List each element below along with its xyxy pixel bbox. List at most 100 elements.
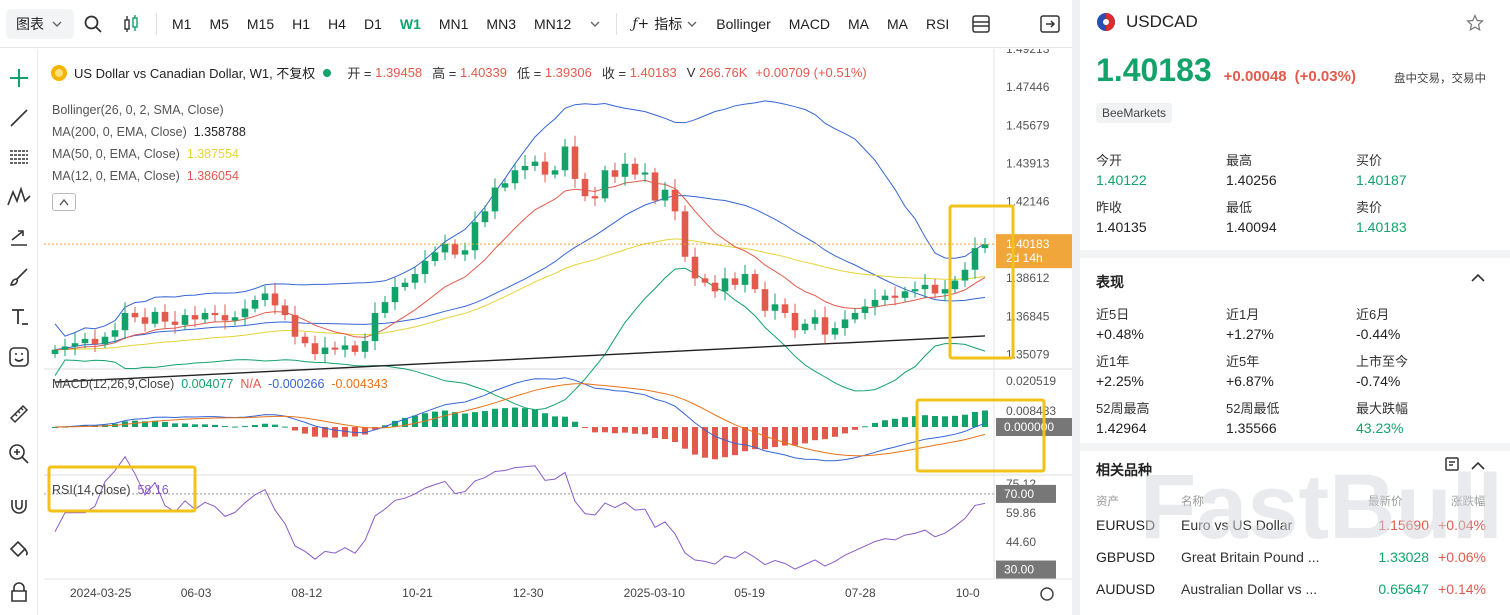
- collapse-legend-button[interactable]: [52, 193, 76, 211]
- date-tick-label: 2025-03-10: [624, 586, 686, 600]
- candle-style-button[interactable]: [112, 9, 150, 39]
- candle-body: [51, 349, 59, 355]
- interval-mn3[interactable]: MN3: [486, 15, 516, 32]
- candle-body: [171, 321, 179, 325]
- candle-body: [111, 330, 119, 337]
- magnet-tool[interactable]: [4, 492, 34, 522]
- macd-histogram-bar: [522, 408, 528, 427]
- chevron-down-icon: [590, 21, 600, 27]
- interval-mn1[interactable]: MN1: [438, 15, 469, 32]
- last-price: 1.40183: [1096, 52, 1212, 88]
- candle-body: [681, 211, 689, 257]
- chart-toolbar: 图表 M1 M5 M15 H1 H4 D1 W1 MN1 MN3 MN12 ƒ+ 指标 Bolli…: [0, 0, 1072, 48]
- candle-body: [371, 312, 379, 342]
- trendline-tool[interactable]: [4, 103, 34, 133]
- stat-perf-stats-3: 近1年 +2.25%: [1096, 351, 1226, 389]
- related-row-gbpusd[interactable]: GBPUSD Great Britain Pound ... 1.33028 +0.0…: [1096, 549, 1496, 571]
- performance-collapse-button[interactable]: [1470, 270, 1486, 291]
- ruler-tool[interactable]: [4, 399, 34, 429]
- stat-label: 近5年: [1226, 354, 1260, 369]
- indicator-rsi-4[interactable]: RSI: [925, 15, 950, 32]
- ma50-legend[interactable]: MA(50, 0, EMA, Close) 1.387554: [52, 147, 239, 161]
- macd-histogram-bar: [222, 426, 228, 428]
- related-change: +0.04%: [1438, 517, 1486, 533]
- macd-histogram-bar: [602, 427, 608, 433]
- indicator-ma-3[interactable]: MA: [886, 15, 908, 32]
- stat-value: -0.74%: [1356, 373, 1401, 389]
- macd-histogram-bar: [252, 424, 258, 427]
- indicators-button[interactable]: ƒ+ 指标: [623, 9, 707, 39]
- indicator-macd-1[interactable]: MACD: [788, 15, 830, 32]
- indicators-label: 指标: [654, 15, 683, 32]
- open-label: 开 =: [347, 66, 372, 81]
- bollinger-middle: [54, 195, 986, 351]
- layout-button[interactable]: [962, 9, 1000, 39]
- stat-perf-stats-8: 最大跌幅 43.23%: [1356, 398, 1486, 436]
- macd-histogram-bar: [642, 427, 648, 435]
- interval-m5[interactable]: M5: [209, 15, 229, 32]
- related-name: Australian Dollar vs ...: [1181, 581, 1318, 597]
- stat-perf-stats-7: 52周最低 1.35566: [1226, 398, 1356, 436]
- lock-tool[interactable]: [4, 577, 34, 607]
- interval-mn12[interactable]: MN12: [533, 15, 572, 32]
- interval-d1[interactable]: D1: [363, 15, 382, 32]
- stat-label: 昨收: [1096, 200, 1123, 215]
- related-collapse-button[interactable]: [1470, 458, 1486, 479]
- price-chart[interactable]: 1.49213 1.47446 1.45679 1.43913 1.42146 1.386…: [44, 42, 1072, 615]
- more-intervals-button[interactable]: [580, 9, 610, 39]
- macd-histogram-bar: [732, 427, 738, 456]
- interval-h4[interactable]: H4: [328, 15, 346, 32]
- candle-body: [191, 315, 199, 320]
- pattern-tool[interactable]: [4, 182, 34, 212]
- candle-body: [411, 274, 419, 283]
- fullscreen-button[interactable]: [1030, 9, 1070, 39]
- interval-w1[interactable]: W1: [399, 15, 421, 32]
- search-button[interactable]: [74, 9, 112, 39]
- bollinger-legend[interactable]: Bollinger(26, 0, 2, SMA, Close): [52, 103, 224, 117]
- crosshair-tool[interactable]: [4, 63, 34, 93]
- candle-body: [361, 341, 369, 352]
- projection-icon: [11, 230, 27, 246]
- text-tool[interactable]: [4, 302, 34, 332]
- related-row-audusd[interactable]: AUDUSD Australian Dollar vs ... 0.65647 +0.…: [1096, 581, 1496, 603]
- zoom-tool[interactable]: [4, 439, 34, 469]
- zoom-in-icon: [9, 444, 29, 464]
- favorite-button[interactable]: [1466, 14, 1484, 37]
- emoji-tool[interactable]: [4, 342, 34, 372]
- brush-tool[interactable]: [4, 262, 34, 292]
- indicator-bollinger-0[interactable]: Bollinger: [716, 15, 771, 32]
- macd-histogram-bar: [472, 412, 478, 427]
- candle-body: [91, 338, 99, 345]
- interval-m1[interactable]: M1: [172, 15, 192, 32]
- us-canada-flag-icon: [1097, 13, 1115, 31]
- macd-histogram-bar: [582, 427, 588, 428]
- interval-m15[interactable]: M15: [246, 15, 275, 32]
- projection-tool[interactable]: [4, 222, 34, 252]
- fib-tool[interactable]: [4, 142, 34, 172]
- related-title: 相关品种: [1096, 462, 1152, 478]
- price-change-percent: (+0.03%): [1294, 68, 1356, 85]
- chevron-up-icon: [1471, 461, 1485, 470]
- related-list-button[interactable]: [1444, 456, 1460, 477]
- candle-body: [781, 304, 789, 313]
- macd-legend[interactable]: MACD(12,26,9,Close) 0.004077 N/A -0.0002…: [52, 377, 388, 391]
- macd-histogram-bar: [162, 421, 168, 427]
- macd-histogram-bar: [412, 415, 418, 427]
- macd-histogram-bar: [852, 427, 858, 430]
- rsi-tick-label: 70.00: [1004, 487, 1034, 501]
- candle-body: [151, 311, 159, 324]
- indicator-ma-2[interactable]: MA: [847, 15, 869, 32]
- candle-body: [761, 289, 769, 311]
- chart-area[interactable]: 1.49213 1.47446 1.45679 1.43913 1.42146 1.386…: [44, 42, 1072, 615]
- macd-histogram-bar: [912, 416, 918, 427]
- stat-perf-stats-6: 52周最高 1.42964: [1096, 398, 1226, 436]
- ma200-line: [54, 335, 986, 383]
- ma12-legend[interactable]: MA(12, 0, EMA, Close) 1.386054: [52, 169, 239, 183]
- interval-h1[interactable]: H1: [292, 15, 311, 32]
- ma200-legend[interactable]: MA(200, 0, EMA, Close) 1.358788: [52, 125, 246, 139]
- related-row-eurusd[interactable]: EURUSD Euro vs US Dollar 1.15690 +0.04%: [1096, 517, 1496, 539]
- chart-type-dropdown[interactable]: 图表: [6, 8, 74, 39]
- paint-tool[interactable]: [4, 533, 34, 563]
- rsi-legend[interactable]: RSI(14,Close) 58.16: [52, 483, 169, 497]
- macd-histogram-bar: [312, 427, 318, 437]
